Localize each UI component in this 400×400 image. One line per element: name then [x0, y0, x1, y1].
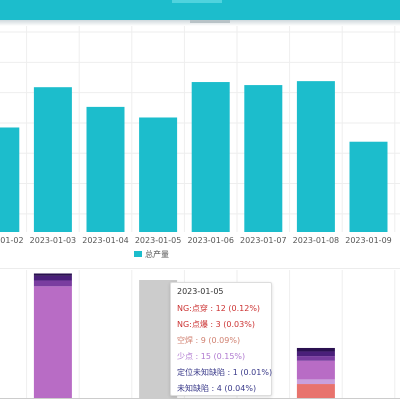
defect-bar-2023-01-08-s1 [296, 379, 335, 385]
production-bar-chart: 2023-01-02 2023-01-03 2023-01-04 2023-01-05… [0, 26, 400, 245]
legend-label: 总产量 [145, 249, 169, 259]
tooltip-row-missing-point: 少点 : 15 (0.15%) [177, 352, 246, 361]
defect-bar-2023-01-08-s5 [296, 347, 335, 352]
tooltip-row-empty-weld: 空焊 : 9 (0.09%) [177, 336, 241, 345]
toolbar-tab-highlight[interactable] [172, 0, 222, 3]
defect-bar-2023-01-08-s0 [296, 384, 335, 398]
defect-bar-2023-01-08-s3 [296, 356, 335, 361]
x-tick-label-2023-01-09: 2023-01-09 [345, 236, 392, 245]
x-tick-label-2023-01-06: 2023-01-06 [187, 236, 234, 245]
tooltip-title: 2023-01-05 [177, 287, 224, 296]
defect-bar-2023-01-08-s4 [296, 351, 335, 357]
defect-bar-2023-01-03-s2 [33, 286, 72, 398]
x-tick-label-2023-01-07: 2023-01-07 [240, 236, 287, 245]
tooltip-row-located-unknown: 定位未知缺陷 : 1 (0.01%) [177, 368, 273, 377]
tooltip-row-unknown: 未知缺陷 : 4 (0.04%) [177, 384, 257, 393]
production-bar-2023-01-07 [244, 85, 283, 232]
x-tick-label-2023-01-02: 2023-01-02 [0, 236, 24, 245]
top-toolbar-strip [0, 0, 400, 20]
toolbar-shadow [0, 20, 400, 26]
chart-legend[interactable]: 总产量 [134, 249, 169, 259]
production-bar-2023-01-03 [33, 87, 72, 232]
production-bar-2023-01-06 [191, 82, 230, 232]
chart-tooltip: 2023-01-05 NG:点穿 : 12 (0.12%) NG:点爆 : 3 … [170, 282, 272, 396]
x-tick-label-2023-01-03: 2023-01-03 [30, 236, 77, 245]
production-bar-2023-01-08 [296, 81, 335, 232]
tooltip-row-ng-burst: NG:点爆 : 3 (0.03%) [177, 320, 255, 329]
production-bar-2023-01-02 [0, 127, 20, 232]
legend-swatch-icon [134, 251, 142, 257]
defect-bar-2023-01-08-s2 [296, 360, 335, 380]
x-tick-label-2023-01-04: 2023-01-04 [82, 236, 129, 245]
production-bar-2023-01-09 [349, 141, 388, 232]
toolbar-shadow-notch [190, 20, 230, 23]
section-divider [0, 268, 400, 269]
x-tick-label-2023-01-05: 2023-01-05 [135, 236, 182, 245]
production-bar-2023-01-04 [86, 106, 125, 232]
tooltip-row-ng-puncture: NG:点穿 : 12 (0.12%) [177, 304, 261, 313]
defect-bar-2023-01-03-s3 [33, 280, 72, 287]
defect-bar-2023-01-03-s5 [33, 273, 72, 276]
production-bar-2023-01-05 [139, 117, 178, 232]
x-tick-label-2023-01-08: 2023-01-08 [293, 236, 340, 245]
defect-bar-2023-01-03-s4 [33, 275, 72, 281]
